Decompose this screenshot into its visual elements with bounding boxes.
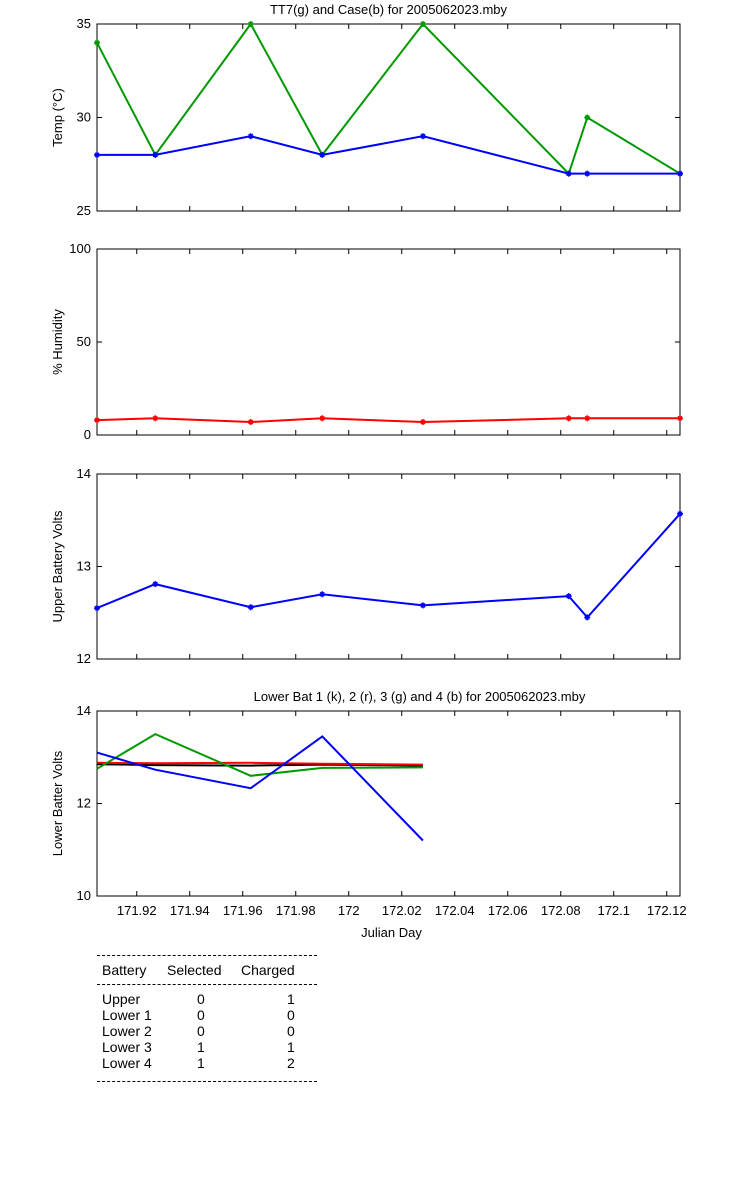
data-point-marker [152,581,159,588]
charged-value: 1 [287,1039,295,1055]
table-row: Lower 1 0 0 [97,1007,317,1023]
y-tick-label: 0 [84,427,91,442]
table-top-rule [97,955,317,956]
x-tick-label: 172 [338,903,360,918]
charged-value: 1 [287,991,295,1007]
table-header-rule [97,984,317,985]
y-tick-label: 14 [77,703,91,718]
x-tick-label: 172.04 [435,903,475,918]
y-axis-label: Temp (°C) [50,88,65,147]
selected-value: 0 [197,1023,205,1039]
selected-value: 1 [197,1055,205,1071]
chart-title: Lower Bat 1 (k), 2 (r), 3 (g) and 4 (b) … [254,689,586,704]
y-tick-label: 30 [77,110,91,125]
data-point-marker [247,21,254,27]
data-point-marker [94,605,100,612]
selected-value: 0 [197,1007,205,1023]
battery-status-table: Battery Selected Charged Upper 0 1 Lower… [97,955,317,1082]
header-battery: Battery [102,962,147,978]
data-point-marker [419,21,426,27]
series-line [97,135,680,175]
x-tick-label: 172.06 [488,903,528,918]
x-tick-label: 171.98 [276,903,316,918]
plot-frame [96,248,681,436]
y-tick-label: 12 [77,651,91,666]
plot-frame [96,23,681,212]
data-point-marker [247,418,254,425]
charged-value: 2 [287,1055,295,1071]
y-tick-label: 12 [77,796,91,811]
table-header-row: Battery Selected Charged [97,960,317,980]
data-point-marker [419,133,426,140]
data-point-marker [152,151,159,158]
data-point-marker [94,39,100,46]
data-point-marker [565,415,572,422]
table-row: Upper 0 1 [97,991,317,1007]
header-charged: Charged [241,962,295,978]
data-point-marker [94,151,100,158]
battery-name: Lower 2 [102,1023,152,1039]
y-axis-label: % Humidity [50,309,65,375]
data-point-marker [584,415,591,422]
series-line [96,735,424,842]
table-body: Upper 0 1 Lower 1 0 0 Lower 2 0 0 Lower … [97,985,317,1081]
y-tick-label: 35 [77,16,91,31]
data-point-marker [319,151,326,158]
data-point-marker [565,170,572,177]
data-point-marker [152,415,159,422]
y-tick-label: 100 [69,241,91,256]
data-point-marker [677,510,683,517]
data-point-marker [247,604,254,611]
x-tick-label: 172.02 [382,903,422,918]
battery-name: Lower 1 [102,1007,152,1023]
y-tick-label: 50 [77,334,91,349]
plot-frame [96,473,681,660]
charged-value: 0 [287,1023,295,1039]
table-row: Lower 2 0 0 [97,1023,317,1039]
data-point-marker [677,415,683,422]
table-row: Lower 3 1 1 [97,1039,317,1055]
y-axis-label: Lower Batter Volts [50,750,65,856]
figure: 25 30 35 TT7(g) and Case(b) for 2005062023.… [50,2,687,940]
selected-value: 0 [197,991,205,1007]
x-tick-label: 172.08 [541,903,581,918]
table-row: Lower 4 1 2 [97,1055,317,1071]
data-point-marker [584,114,591,121]
x-axis-label: Julian Day [361,925,422,940]
x-tick-label: 171.94 [170,903,210,918]
y-tick-label: 25 [77,203,91,218]
x-tick-label: 172.12 [647,903,687,918]
y-tick-label: 14 [77,466,91,481]
x-tick-label: 171.92 [117,903,157,918]
data-point-marker [319,591,326,598]
chart-title: TT7(g) and Case(b) for 2005062023.mby [270,2,508,17]
table-bottom-rule [97,1081,317,1082]
x-tick-label: 171.96 [223,903,263,918]
series-line [96,417,680,424]
data-point-marker [247,133,254,140]
data-point-marker [565,593,572,600]
data-point-marker [584,170,591,177]
y-axis-label: Upper Battery Volts [50,510,65,622]
y-tick-label: 10 [77,888,91,903]
battery-name: Lower 4 [102,1055,152,1071]
data-point-marker [94,417,100,424]
battery-name: Upper [102,991,141,1007]
series-line [96,22,681,176]
charged-value: 0 [287,1007,295,1023]
series-line [96,513,681,619]
data-point-marker [419,418,426,425]
data-point-marker [677,170,683,177]
data-point-marker [584,614,591,621]
data-point-marker [319,415,326,422]
selected-value: 1 [197,1039,205,1055]
series-line [96,732,423,777]
x-tick-label: 172.1 [597,903,630,918]
battery-name: Lower 3 [102,1039,152,1055]
data-point-marker [419,602,426,609]
header-selected: Selected [167,962,222,978]
y-tick-label: 13 [77,559,91,574]
